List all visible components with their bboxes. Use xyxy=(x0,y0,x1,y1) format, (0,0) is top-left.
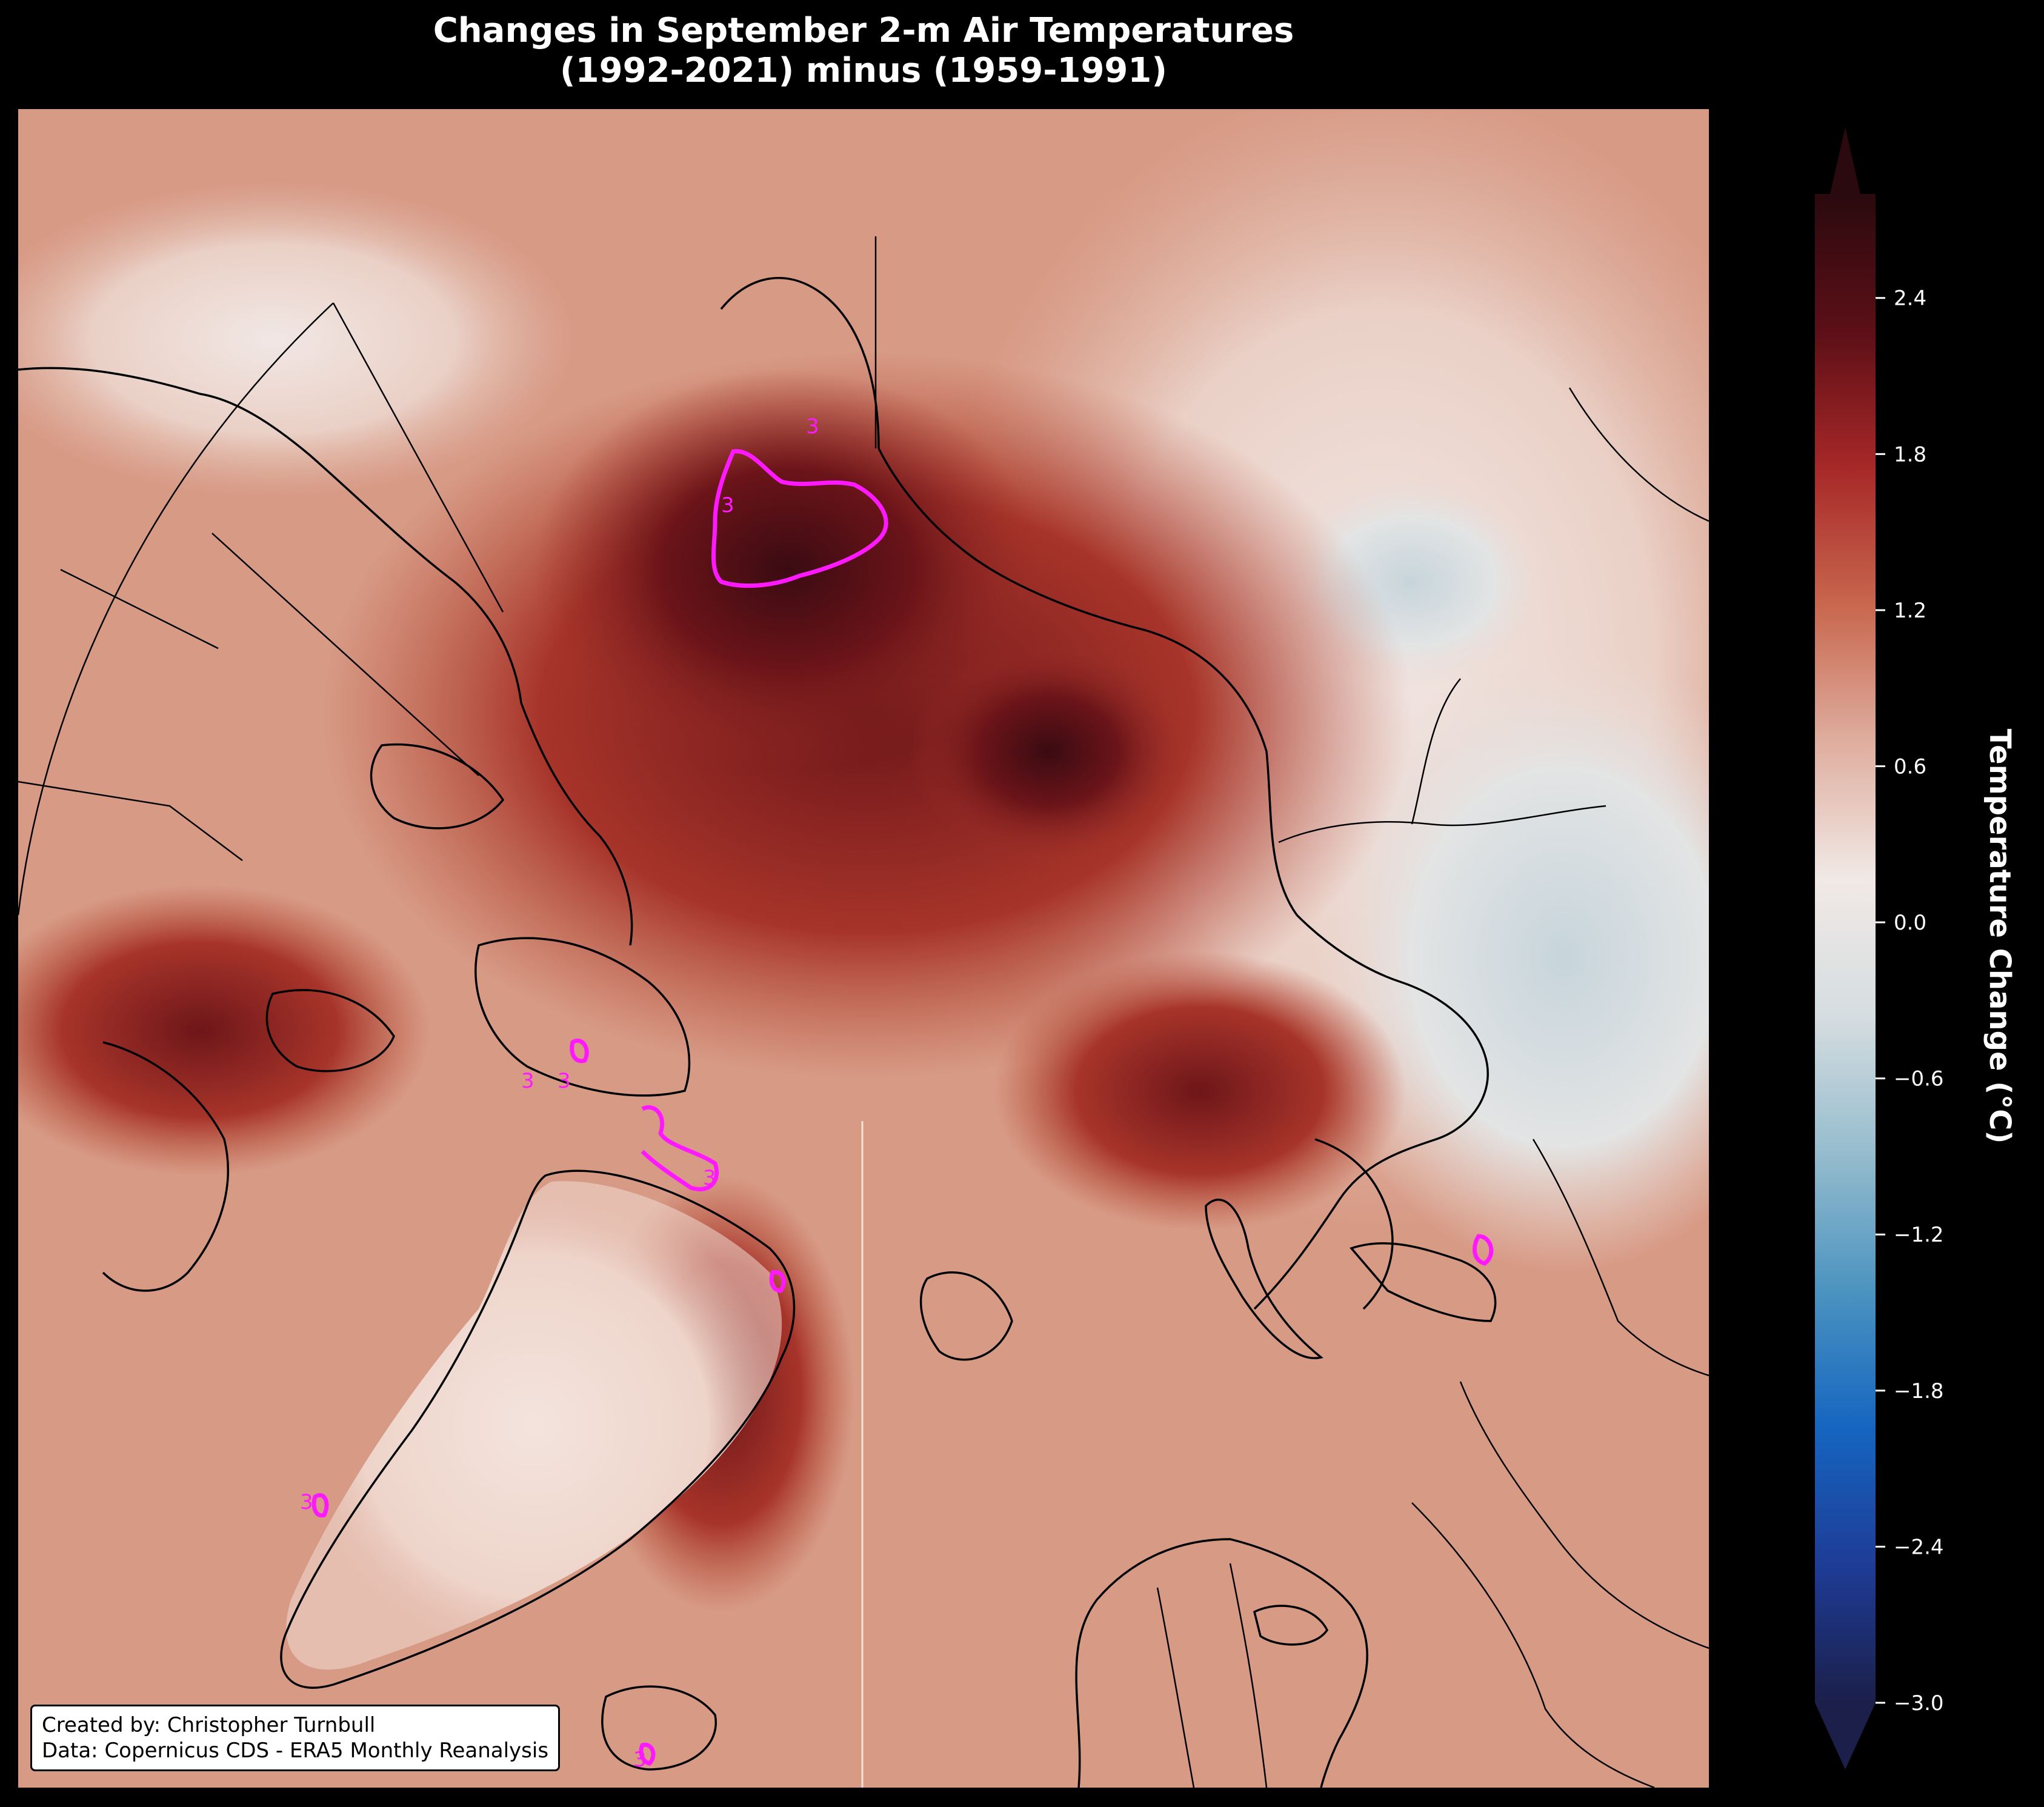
colorbar-label: Temperature Change (°C) xyxy=(1983,728,2017,1144)
colorbar-tick-label: 1.2 xyxy=(1894,599,1926,623)
east-siberian-sea-3c-contour xyxy=(711,449,888,588)
colorbar-tick-label-group: 2.4 1.8 1.2 0.6 0.0 −0.6 −1.2 −1.8 −2.4 −3.0 xyxy=(1894,287,1944,1715)
contour-label-iceland: 3 xyxy=(633,1748,647,1772)
credit-author: Created by: Christopher Turnbull xyxy=(42,1713,376,1737)
alaska-north-coastline xyxy=(18,367,522,704)
russia-oblast-border-3 xyxy=(1459,1381,1709,1649)
banks-island-coastline xyxy=(370,743,505,830)
contour-label-ellesmere-1: 3 xyxy=(521,1069,534,1093)
canada-warm-region xyxy=(18,885,430,1176)
barents-kara-warm-region xyxy=(994,951,1406,1230)
ellesmere-3c-small-contour xyxy=(570,1038,589,1063)
yukon-border xyxy=(60,568,219,650)
ob-gulf-3c-contour xyxy=(1472,1234,1494,1266)
colorbar-tick-label: 0.6 xyxy=(1894,754,1926,779)
contour-label-ellesmere-2: 3 xyxy=(558,1069,571,1093)
ellesmere-island-coastline xyxy=(474,937,691,1097)
greenland-interior-pale xyxy=(286,1181,782,1670)
east-siberian-sea-hotspot xyxy=(533,370,1042,770)
colorbar-tick-label: 0.0 xyxy=(1894,911,1926,935)
hudson-bay-west-coastline xyxy=(102,1041,229,1292)
victoria-island-coastline xyxy=(265,989,395,1073)
scandinavia-coastline xyxy=(1075,1538,1368,1788)
colorbar-tick-label: 1.8 xyxy=(1894,442,1926,467)
iceland-3c-contour xyxy=(639,1742,656,1766)
iceland-coastline xyxy=(601,1685,717,1771)
novaya-zemlya-coastline xyxy=(1205,1199,1323,1359)
siberia-cool-region xyxy=(1309,642,1709,1273)
colorbar xyxy=(1815,127,1885,1769)
colorbar-tick-label: −1.8 xyxy=(1894,1379,1944,1403)
russia-oblast-border-2 xyxy=(1411,678,1461,825)
title-line-1: Changes in September 2-m Air Temperature… xyxy=(433,11,1294,50)
ellesmere-3c-contour xyxy=(641,1105,719,1192)
colorbar-tick-label: −2.4 xyxy=(1894,1535,1944,1559)
contour-label-east-siberian-sea-north: 3 xyxy=(806,414,819,439)
colorbar-lower-extend xyxy=(1815,1703,1876,1769)
temperature-anomaly-map: 3 3 3 3 3 3 3 xyxy=(18,109,1709,1788)
white-sea-coastline xyxy=(1253,1605,1329,1646)
map-panel: 3 3 3 3 3 3 3 xyxy=(18,109,1709,1788)
russia-oblast-border-1 xyxy=(1278,805,1606,844)
russia-oblast-border-6 xyxy=(1568,387,1709,522)
colorbar-tick-labels: 2.4 1.8 1.2 0.6 0.0 −0.6 −1.2 −1.8 −2.4 −3.0 xyxy=(1894,287,1944,1715)
russia-oblast-border-4 xyxy=(1411,1502,1655,1788)
credit-box: Created by: Christopher Turnbull Data: C… xyxy=(30,1705,561,1771)
finland-russia-border xyxy=(1229,1563,1268,1788)
colorbar-tick-label: −3.0 xyxy=(1894,1691,1944,1715)
sweden-finland-border xyxy=(1156,1587,1195,1788)
canada-province-border xyxy=(18,780,243,861)
ob-gulf-coastline xyxy=(1349,1242,1497,1322)
contour-label-north-greenland: 3 xyxy=(703,1166,716,1190)
laptev-sea-hotspot xyxy=(909,642,1188,860)
contour-label-east-siberian-sea: 3 xyxy=(721,493,734,517)
contour-3c-labels: 3 3 3 3 3 3 3 xyxy=(300,414,819,1772)
country-borders xyxy=(18,236,1709,1788)
colorbar-body xyxy=(1815,194,1876,1703)
northeast-greenland-3c-contour xyxy=(769,1270,786,1293)
latitude-arc xyxy=(18,302,334,916)
colorbar-tick-label: −0.6 xyxy=(1894,1067,1944,1091)
credit-data-source: Data: Copernicus CDS - ERA5 Monthly Rean… xyxy=(42,1739,549,1763)
contour-3c-lines xyxy=(311,449,1494,1766)
siberia-coastline xyxy=(720,277,1298,916)
west-greenland-3c-contour xyxy=(311,1493,329,1518)
colorbar-tick-label: 2.4 xyxy=(1894,287,1926,311)
title-line-2: (1992-2021) minus (1959-1991) xyxy=(560,51,1167,90)
svalbard-coastline xyxy=(919,1271,1013,1361)
kara-coastline xyxy=(1253,914,1489,1310)
russia-oblast-border-5 xyxy=(1532,1139,1709,1377)
colorbar-tick-label: −1.2 xyxy=(1894,1223,1944,1247)
colorbar-upper-extend xyxy=(1815,127,1876,194)
territory-border xyxy=(211,533,479,776)
coastlines xyxy=(18,277,1497,1788)
canada-north-coastline xyxy=(520,702,633,946)
contour-label-west-greenland: 3 xyxy=(300,1490,313,1514)
colorbar-ticks xyxy=(1876,297,1885,1704)
chart-title: Changes in September 2-m Air Temperature… xyxy=(0,11,1727,91)
greenland-coastline xyxy=(280,1170,796,1689)
alaska-canada-border xyxy=(332,302,504,613)
